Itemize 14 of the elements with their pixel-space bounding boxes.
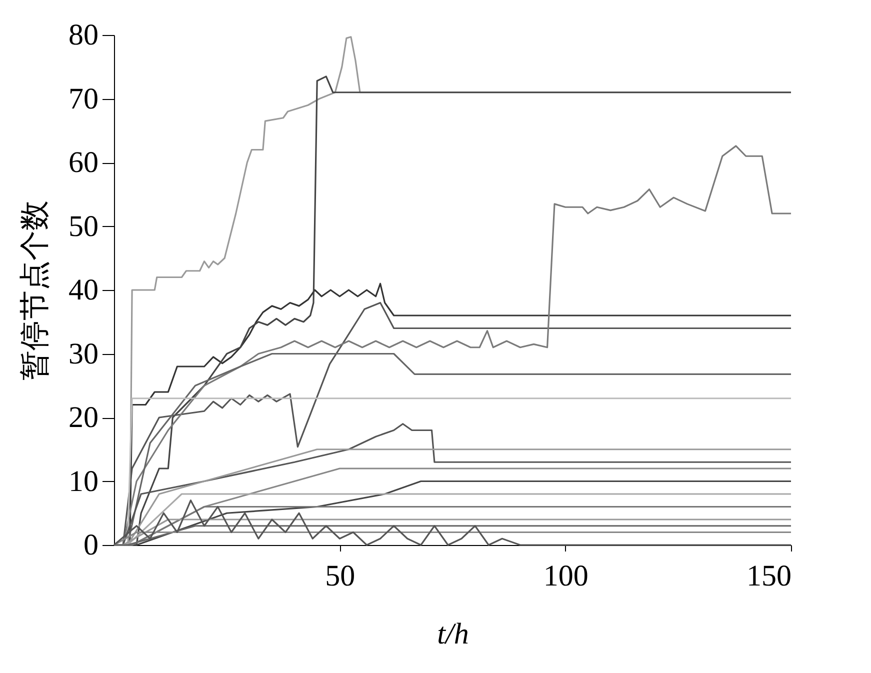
y-tick-label: 20	[68, 401, 98, 434]
x-tick-label: 150	[746, 560, 792, 592]
y-tick-label: 60	[68, 146, 98, 179]
y-tick-label: 30	[68, 337, 98, 370]
y-tick-label: 80	[68, 18, 98, 52]
y-tick-label: 70	[68, 82, 98, 116]
y-tick-label: 40	[68, 274, 98, 306]
y-axis-title: 暂停节点个数	[18, 200, 52, 380]
y-tick-label: 0	[84, 528, 98, 562]
x-tick-label: 100	[543, 560, 588, 592]
x-tick-label: 50	[325, 560, 356, 592]
y-tick-label: 50	[68, 210, 98, 243]
y-tick-label: 10	[68, 464, 98, 498]
x-axis-title: t/h	[437, 618, 469, 650]
